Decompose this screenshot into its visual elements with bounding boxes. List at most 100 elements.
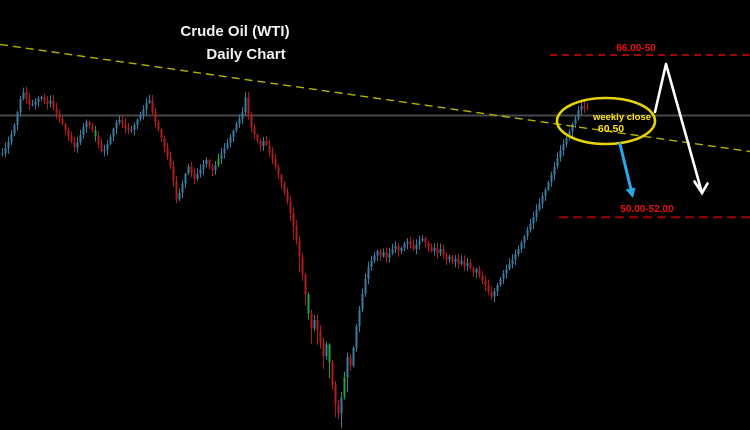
candle-body <box>112 128 115 137</box>
candle-body <box>319 330 322 343</box>
candle-body <box>586 108 589 110</box>
candle-body <box>58 113 61 119</box>
candle-body <box>583 105 586 109</box>
candle-body <box>19 99 22 113</box>
candle-body <box>124 123 127 128</box>
candle-body <box>109 136 112 144</box>
candle-body <box>13 125 16 134</box>
candle-body <box>4 148 7 154</box>
candle-body <box>340 397 343 414</box>
drawn-lines-layer <box>0 43 750 219</box>
candle-body <box>172 166 175 182</box>
resistance-zone-label: 66.00-50 <box>616 43 656 54</box>
candle-body <box>532 217 535 224</box>
candle-body <box>280 174 283 184</box>
candle-body <box>457 258 460 264</box>
candle-body <box>142 109 145 115</box>
candle-body <box>310 313 313 329</box>
candle-body <box>277 167 280 175</box>
candle-body <box>82 127 85 136</box>
candle-body <box>541 196 544 204</box>
candle-body <box>364 278 367 294</box>
candle-body <box>439 249 442 254</box>
candle-body <box>217 158 220 166</box>
candle-body <box>502 273 505 279</box>
candle-body <box>391 249 394 254</box>
candle-body <box>145 102 148 110</box>
candle-body <box>382 252 385 257</box>
candle-body <box>229 136 232 144</box>
candle-body <box>79 135 82 143</box>
white-projection-arrow <box>653 62 704 195</box>
candle-body <box>70 136 73 142</box>
candle-body <box>331 362 334 385</box>
candle-body <box>226 143 229 149</box>
candle-body <box>535 209 538 218</box>
candle-body <box>1 153 4 155</box>
candle-body <box>16 112 19 126</box>
candle-body <box>52 100 55 108</box>
candle-body <box>283 183 286 192</box>
candle-body <box>268 145 271 153</box>
candle-body <box>61 118 64 124</box>
candle-body <box>73 141 76 148</box>
candle-body <box>343 377 346 398</box>
candle-body <box>484 280 487 286</box>
candle-body <box>187 166 190 174</box>
candle-body <box>10 133 13 142</box>
candle-body <box>523 236 526 243</box>
candle-body <box>76 142 79 148</box>
candle-body <box>40 96 43 99</box>
candle-body <box>55 107 58 114</box>
candle-body <box>211 166 214 171</box>
candle-body <box>379 251 382 257</box>
chart-title: Crude Oil (WTI) <box>180 23 289 40</box>
candle-body <box>49 100 52 104</box>
candle-body <box>517 249 520 255</box>
candle-body <box>322 342 325 357</box>
candle-body <box>175 181 178 200</box>
candle-body <box>154 111 157 123</box>
candle-body <box>262 140 265 147</box>
cyan-arrowhead <box>625 187 636 198</box>
candle-body <box>355 326 358 348</box>
candle-body <box>334 384 337 405</box>
candle-body <box>28 98 31 105</box>
annotation-shapes-layer <box>555 62 709 198</box>
candle-body <box>328 344 331 363</box>
candle-body <box>415 244 418 250</box>
candle-body <box>361 293 364 310</box>
weekly-close-price-text: 60.50 <box>598 123 624 135</box>
candle-body <box>511 259 514 264</box>
candle-body <box>148 100 151 103</box>
candle-body <box>223 148 226 154</box>
candle-body <box>544 189 547 197</box>
candle-body <box>448 256 451 260</box>
candle-body <box>250 116 253 128</box>
candle-body <box>562 144 565 151</box>
candle-body <box>31 104 34 106</box>
highlight-ellipse <box>555 96 657 146</box>
candle-body <box>526 229 529 237</box>
candle-body <box>430 246 433 252</box>
candle-body <box>292 213 295 226</box>
candle-body <box>385 252 388 258</box>
candle-body <box>580 105 583 111</box>
candle-body <box>7 141 10 149</box>
candle-body <box>574 118 577 124</box>
cyan-down-arrow <box>618 142 633 191</box>
chart-subtitle: Daily Chart <box>206 46 285 63</box>
candle-body <box>496 285 499 292</box>
candle-body <box>478 269 481 276</box>
candle-body <box>136 119 139 126</box>
candle-body <box>22 92 25 100</box>
candle-body <box>508 263 511 270</box>
candle-body <box>427 242 430 247</box>
candle-body <box>190 166 193 173</box>
candle-body <box>232 130 235 137</box>
candle-body <box>295 225 298 241</box>
candle-body <box>130 129 133 131</box>
weekly-close-note-text: weekly close <box>592 112 651 123</box>
